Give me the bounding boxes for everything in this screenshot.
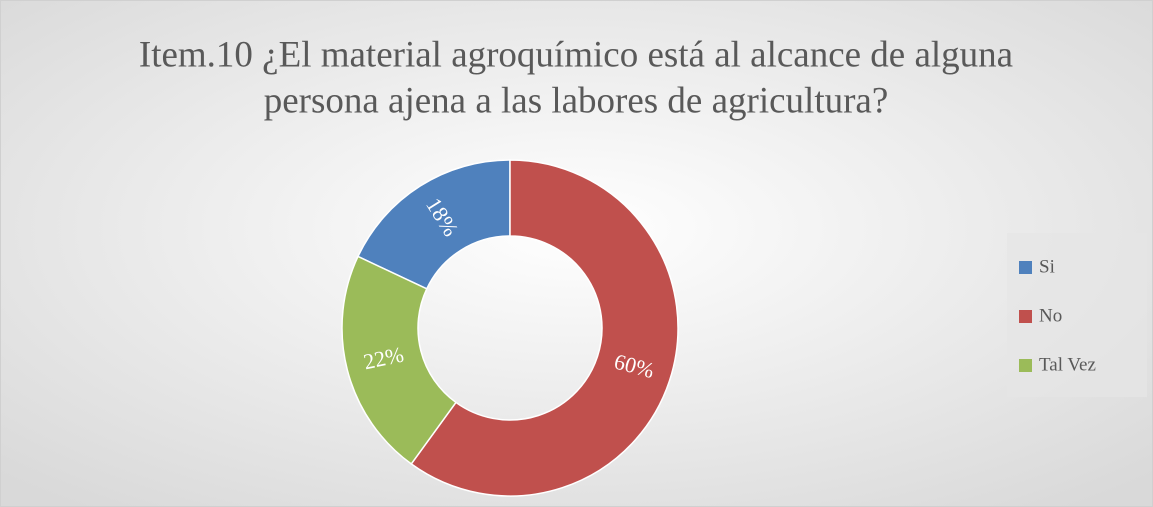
legend-swatch <box>1019 310 1032 323</box>
legend-label: Si <box>1039 256 1055 277</box>
legend-swatch <box>1019 359 1032 372</box>
legend-label: Tal Vez <box>1039 354 1096 375</box>
donut-slice <box>410 159 679 497</box>
legend-label: No <box>1039 305 1062 326</box>
legend-swatch <box>1019 261 1032 274</box>
chart-title: persona ajena a las labores de agricultu… <box>264 80 889 121</box>
chart-title: Item.10 ¿El material agroquímico está al… <box>139 34 1013 75</box>
donut-slice <box>341 255 457 465</box>
